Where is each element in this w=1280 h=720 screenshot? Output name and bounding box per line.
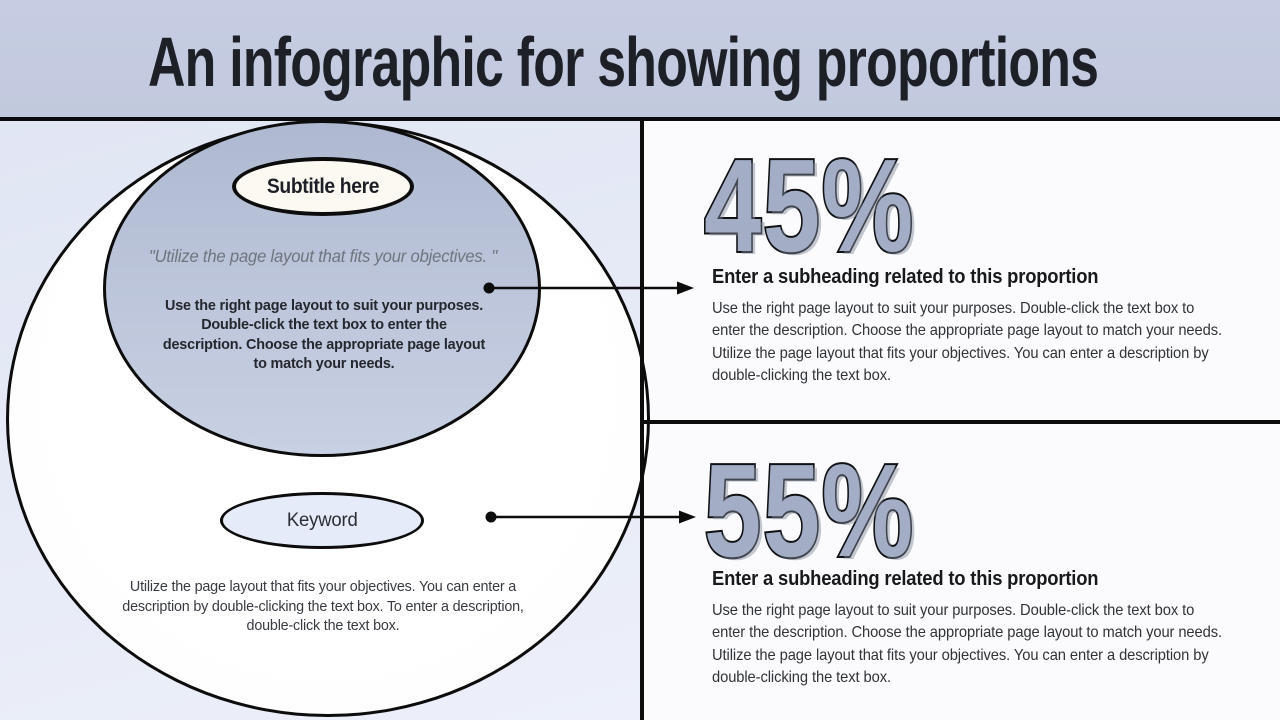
slide-title-bar: An infographic for showing proportions — [0, 0, 1280, 121]
subtitle-badge[interactable]: Subtitle here — [232, 157, 414, 216]
outer-circle-description[interactable]: Utilize the page layout that fits your o… — [122, 579, 524, 634]
keyword-badge-label: Keyword — [286, 509, 358, 531]
arrow-head-icon — [677, 281, 694, 295]
arrow-head-icon — [679, 510, 696, 524]
horizontal-divider-line — [643, 420, 1280, 424]
vertical-divider-line — [640, 121, 644, 720]
inner-circle-description[interactable]: Use the right page layout to suit your p… — [162, 297, 486, 372]
quote-text[interactable]: "Utilize the page layout that fits your … — [148, 246, 498, 266]
section-subheading-2[interactable]: Enter a subheading related to this propo… — [712, 568, 1099, 590]
subtitle-badge-label: Subtitle here — [266, 174, 380, 198]
connector-arrow-top — [483, 281, 694, 295]
keyword-badge[interactable]: Keyword — [220, 492, 424, 549]
section-subheading-1[interactable]: Enter a subheading related to this propo… — [712, 266, 1099, 288]
section-description-2[interactable]: Use the right page layout to suit your p… — [712, 602, 1222, 687]
percent-value-1[interactable]: 45% — [702, 132, 915, 279]
page-title[interactable]: An infographic for showing proportions — [148, 23, 1099, 101]
section-description-1[interactable]: Use the right page layout to suit your p… — [712, 300, 1222, 385]
connector-arrow-bottom — [485, 510, 696, 524]
percent-value-2[interactable]: 55% — [702, 437, 915, 584]
